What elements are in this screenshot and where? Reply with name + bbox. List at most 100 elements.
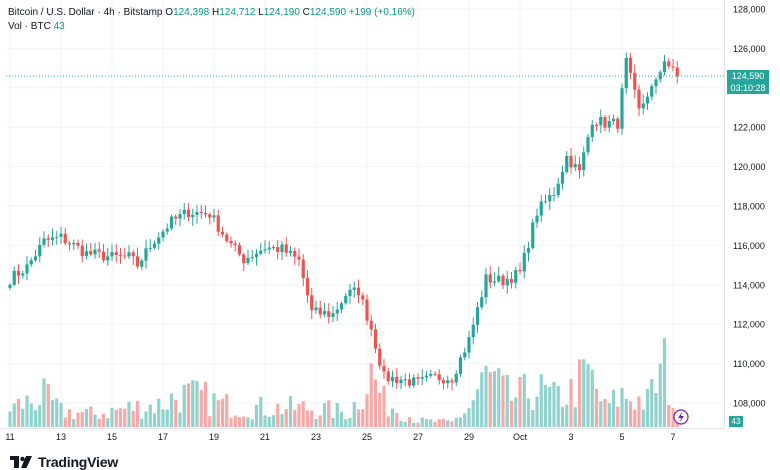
volume-bar bbox=[144, 411, 148, 427]
candle-body bbox=[182, 209, 186, 215]
volume-bar bbox=[616, 406, 620, 427]
volume-label[interactable]: Vol · BTC bbox=[8, 21, 51, 32]
candle-body bbox=[288, 250, 293, 253]
y-tick-label: 116,000 bbox=[733, 241, 765, 251]
candle-body bbox=[348, 289, 352, 296]
volume-bar bbox=[582, 359, 586, 427]
volume-bar bbox=[50, 400, 55, 427]
candle-body bbox=[305, 278, 310, 296]
candle-body bbox=[628, 57, 633, 73]
candle-body bbox=[441, 380, 446, 384]
volume-bar bbox=[199, 390, 203, 427]
volume-bar bbox=[454, 417, 458, 427]
candle-body bbox=[38, 244, 42, 257]
volume-bar bbox=[59, 402, 63, 427]
volume-bar bbox=[246, 417, 250, 427]
candle-body bbox=[110, 252, 114, 257]
candle-body bbox=[386, 371, 390, 382]
volume-bar bbox=[161, 409, 165, 427]
volume-bar bbox=[531, 409, 535, 427]
volume-bar bbox=[254, 404, 259, 427]
volume-bar bbox=[365, 394, 369, 427]
candle-body bbox=[335, 309, 339, 314]
volume-bar bbox=[97, 418, 101, 427]
candle-body bbox=[246, 257, 250, 264]
volume-bar bbox=[458, 417, 463, 427]
candle-body bbox=[203, 212, 208, 215]
candle-body bbox=[212, 215, 216, 218]
volume-bar bbox=[250, 419, 254, 427]
lightning-icon[interactable] bbox=[673, 409, 689, 425]
low-label: L bbox=[258, 7, 264, 18]
candle-body bbox=[611, 118, 616, 122]
candle-body bbox=[327, 311, 331, 317]
y-tick-label: 110,000 bbox=[733, 359, 765, 369]
last-price-tag: 124,590 03:10:28 bbox=[727, 70, 769, 94]
candle-body bbox=[594, 124, 599, 126]
candle-body bbox=[344, 295, 348, 304]
volume-bar bbox=[220, 398, 225, 427]
candle-body bbox=[8, 284, 12, 288]
candle-body bbox=[560, 172, 565, 184]
x-tick-label: 23 bbox=[311, 432, 321, 442]
volume-bar bbox=[607, 403, 611, 427]
candle-body bbox=[352, 287, 356, 290]
candle-body bbox=[297, 256, 301, 260]
candle-body bbox=[586, 137, 590, 153]
volume-bar bbox=[76, 412, 80, 427]
high-label: H bbox=[212, 7, 220, 18]
volume-bar bbox=[480, 372, 484, 427]
volume-bar bbox=[441, 418, 446, 427]
volume-bar bbox=[654, 392, 658, 427]
volume-bar bbox=[395, 413, 399, 427]
volume-bar bbox=[212, 393, 216, 427]
candle-body bbox=[242, 254, 246, 264]
volume-bar bbox=[229, 418, 233, 427]
volume-bar bbox=[127, 401, 131, 427]
y-tick-label: 108,000 bbox=[733, 399, 766, 409]
y-tick-label: 122,000 bbox=[733, 123, 766, 133]
candle-body bbox=[127, 252, 131, 257]
change-value: +199 (+0.16%) bbox=[348, 7, 416, 18]
candle-body bbox=[662, 61, 667, 73]
volume-bar bbox=[106, 418, 110, 427]
volume-bar bbox=[590, 369, 594, 427]
candle-body bbox=[373, 329, 378, 349]
volume-bar bbox=[259, 396, 263, 427]
candle-body bbox=[186, 209, 191, 218]
volume-bar bbox=[165, 409, 169, 427]
candle-body bbox=[645, 96, 650, 104]
x-tick-label: 13 bbox=[56, 432, 66, 442]
x-tick-label: 19 bbox=[209, 432, 219, 442]
volume-bar bbox=[645, 388, 650, 427]
volume-bar bbox=[8, 411, 12, 427]
candle-body bbox=[199, 211, 203, 213]
candle-body bbox=[271, 247, 276, 249]
legend-volume-row: Vol · BTC 43 bbox=[8, 20, 415, 34]
volume-bar bbox=[12, 403, 16, 427]
tradingview-logo[interactable]: TradingView bbox=[10, 454, 118, 470]
candle-body bbox=[55, 236, 59, 238]
volume-bar bbox=[543, 384, 548, 427]
symbol-title[interactable]: Bitcoin / U.S. Dollar · 4h · Bitstamp bbox=[8, 7, 163, 18]
candle-body bbox=[620, 88, 624, 129]
legend-ohlc-row: Bitcoin / U.S. Dollar · 4h · Bitstamp O1… bbox=[8, 6, 415, 20]
x-tick-label: 11 bbox=[5, 432, 14, 442]
volume-bar bbox=[191, 380, 195, 427]
candle-body bbox=[267, 247, 271, 250]
volume-bar bbox=[208, 416, 212, 427]
volume-bar bbox=[101, 413, 106, 427]
volume-bar bbox=[556, 386, 560, 427]
candle-body bbox=[390, 376, 395, 382]
candle-body bbox=[526, 248, 531, 253]
candle-body bbox=[12, 270, 16, 285]
volume-bar bbox=[284, 409, 288, 427]
candle-body bbox=[152, 243, 157, 248]
x-tick-label: 27 bbox=[413, 432, 423, 442]
y-tick-label: 126,000 bbox=[733, 44, 766, 54]
volume-bar bbox=[157, 398, 161, 427]
volume-bar bbox=[658, 363, 662, 427]
candle-body bbox=[123, 255, 127, 257]
close-label: C bbox=[302, 7, 310, 18]
